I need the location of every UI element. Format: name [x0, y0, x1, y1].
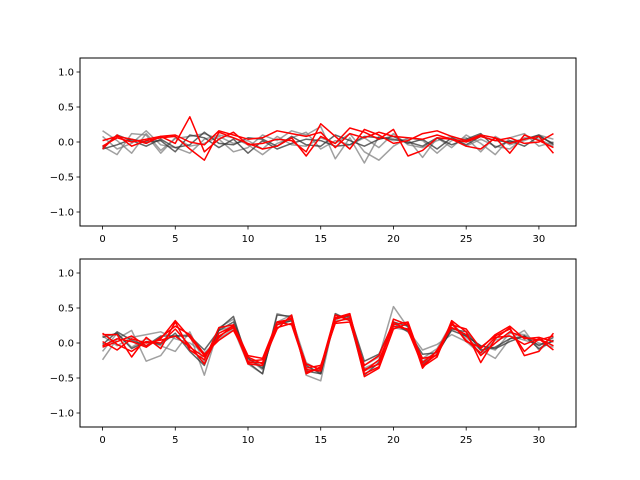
- x-tick-label: 10: [242, 234, 255, 245]
- x-tick-label: 5: [172, 234, 178, 245]
- y-tick-label: 0.5: [58, 304, 74, 315]
- x-tick-label: 20: [387, 234, 400, 245]
- bottom-subplot: 0 5 10 15 20 25 30 −1.0 −0.5 0.0 0.5 1.0: [50, 258, 577, 446]
- x-tick-label: 0: [99, 234, 105, 245]
- y-tick-label: 1.0: [58, 269, 74, 280]
- x-tick-label: 30: [533, 435, 546, 446]
- x-tick-label: 10: [242, 435, 255, 446]
- y-tick-label: −0.5: [50, 173, 74, 184]
- series-line-6: [102, 116, 555, 154]
- x-tick-label: 20: [387, 435, 400, 446]
- x-tick-label: 25: [460, 234, 473, 245]
- y-tick-label: 1.0: [58, 68, 74, 79]
- series-line-9: [102, 321, 554, 371]
- series-group: [101, 305, 555, 382]
- series-line-3: [102, 132, 554, 154]
- series-line-7: [102, 130, 554, 149]
- x-tick-label: 25: [460, 435, 473, 446]
- y-tick-label: −1.0: [50, 208, 74, 219]
- x-tick-label: 5: [172, 435, 178, 446]
- series-group: [102, 116, 555, 164]
- x-tick-label: 15: [314, 234, 327, 245]
- top-subplot: 0 5 10 15 20 25 30 −1.0 −0.5 0.0 0.5 1.0: [50, 57, 577, 245]
- y-tick-label: −1.0: [50, 409, 74, 420]
- y-tick-label: 0.0: [58, 138, 74, 149]
- x-tick-label: 15: [314, 435, 327, 446]
- x-tick-label: 0: [99, 435, 105, 446]
- x-tick-label: 30: [533, 234, 546, 245]
- y-tick-label: −0.5: [50, 374, 74, 385]
- y-tick-label: 0.0: [58, 339, 74, 350]
- y-tick-label: 0.5: [58, 103, 74, 114]
